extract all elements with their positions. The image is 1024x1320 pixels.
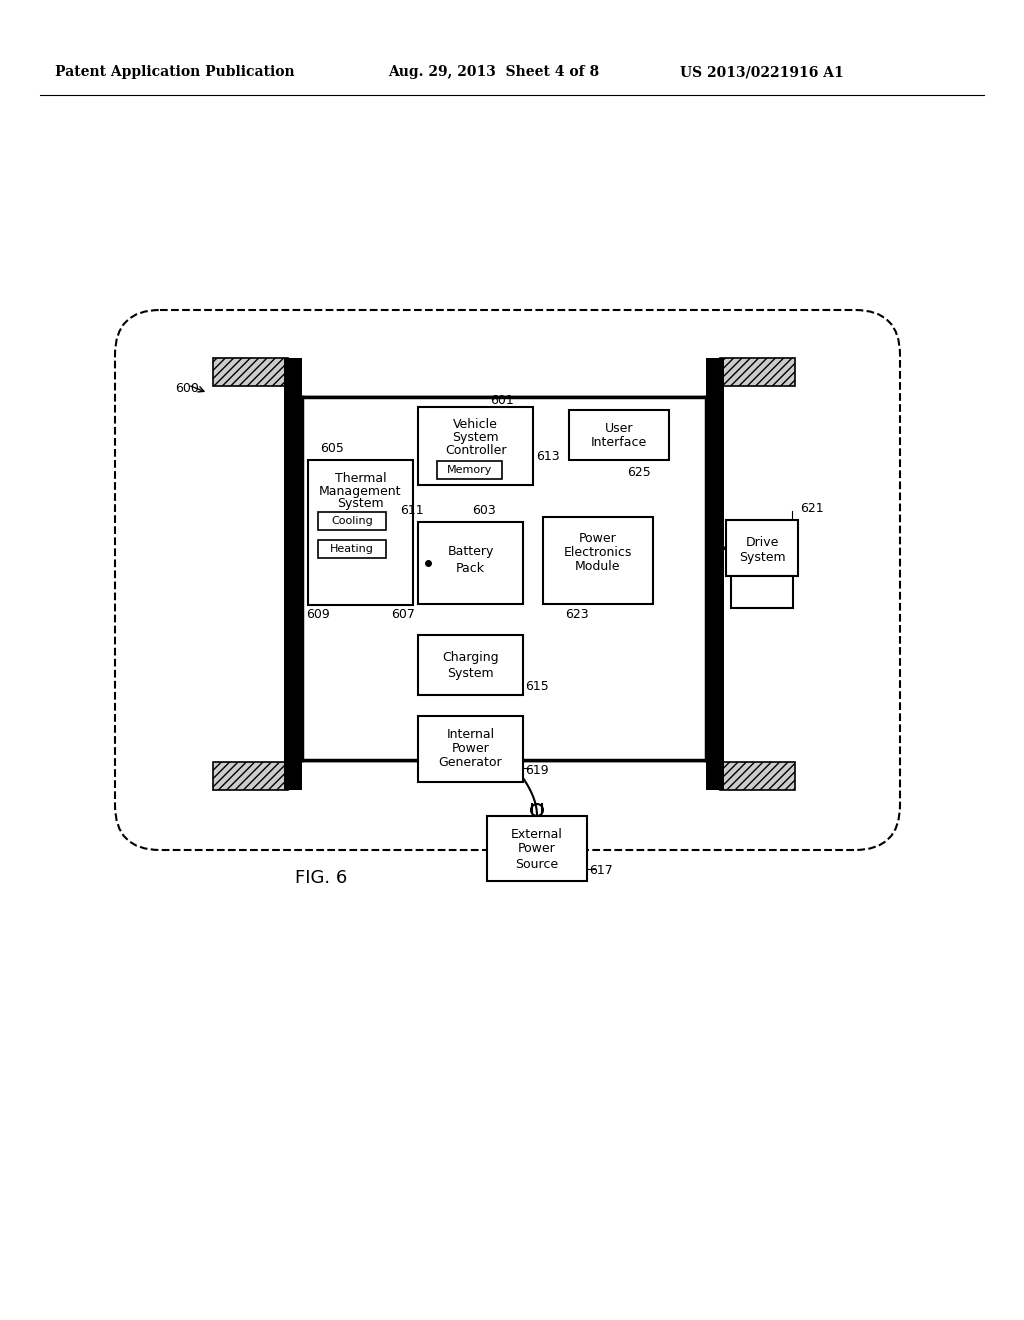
Bar: [318, 512, 386, 531]
Text: Power: Power: [580, 532, 616, 545]
Text: Generator: Generator: [438, 755, 503, 768]
Text: Thermal: Thermal: [335, 471, 386, 484]
Text: System: System: [447, 667, 494, 680]
Text: Management: Management: [319, 484, 401, 498]
Text: FIG. 6: FIG. 6: [295, 869, 347, 887]
Bar: [543, 517, 653, 605]
Bar: [569, 411, 669, 459]
Bar: [418, 521, 523, 605]
Text: Battery: Battery: [447, 545, 494, 558]
Text: Vehicle: Vehicle: [453, 418, 498, 432]
Text: Patent Application Publication: Patent Application Publication: [55, 65, 295, 79]
Bar: [731, 576, 793, 609]
Bar: [318, 540, 386, 558]
Bar: [706, 358, 724, 789]
Text: 615: 615: [525, 681, 549, 693]
Text: Interface: Interface: [591, 437, 647, 450]
Text: System: System: [738, 550, 785, 564]
Bar: [213, 762, 288, 789]
Text: 607: 607: [391, 609, 415, 622]
Text: 613: 613: [536, 450, 560, 463]
Text: Aug. 29, 2013  Sheet 4 of 8: Aug. 29, 2013 Sheet 4 of 8: [388, 65, 599, 79]
Text: System: System: [337, 498, 384, 511]
Bar: [418, 407, 534, 484]
Bar: [726, 520, 798, 576]
Text: Controller: Controller: [444, 445, 506, 458]
Text: Module: Module: [575, 561, 621, 573]
Text: Cooling: Cooling: [331, 516, 373, 525]
Text: System: System: [453, 432, 499, 445]
Text: Power: Power: [452, 742, 489, 755]
Bar: [213, 358, 288, 385]
Text: 605: 605: [319, 442, 344, 455]
FancyBboxPatch shape: [115, 310, 900, 850]
Text: Internal: Internal: [446, 727, 495, 741]
Text: Electronics: Electronics: [564, 546, 632, 560]
Bar: [437, 461, 502, 479]
Text: 617: 617: [589, 865, 612, 878]
Text: User: User: [605, 421, 633, 434]
Text: Charging: Charging: [442, 651, 499, 664]
Text: 603: 603: [472, 504, 496, 517]
Text: Drive: Drive: [745, 536, 778, 549]
Text: 609: 609: [306, 609, 330, 622]
Text: 621: 621: [800, 502, 823, 515]
Text: US 2013/0221916 A1: US 2013/0221916 A1: [680, 65, 844, 79]
Text: Power: Power: [518, 842, 556, 855]
Bar: [487, 816, 587, 880]
Bar: [418, 635, 523, 696]
Text: 625: 625: [627, 466, 650, 479]
Text: Pack: Pack: [456, 561, 485, 574]
Text: 611: 611: [400, 504, 424, 517]
Bar: [720, 762, 795, 789]
Text: External: External: [511, 828, 563, 841]
Bar: [284, 358, 302, 789]
Bar: [302, 397, 706, 760]
Text: 600: 600: [175, 381, 199, 395]
Text: Heating: Heating: [330, 544, 374, 554]
Text: 619: 619: [525, 763, 549, 776]
Bar: [308, 459, 413, 605]
Text: Memory: Memory: [446, 465, 493, 475]
Text: 601: 601: [490, 393, 514, 407]
Text: Source: Source: [515, 858, 558, 870]
Bar: [418, 715, 523, 781]
Bar: [720, 358, 795, 385]
Text: 623: 623: [565, 609, 589, 622]
